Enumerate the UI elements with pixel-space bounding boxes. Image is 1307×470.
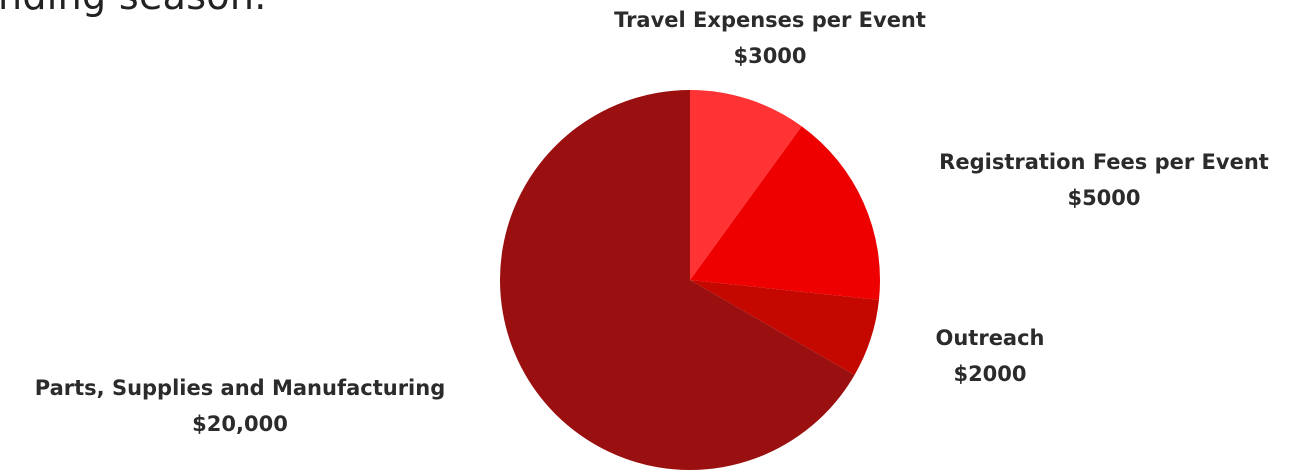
pie-slice-3 — [500, 90, 855, 470]
pie-slice-2 — [690, 280, 879, 375]
slice-value: $5000 — [1067, 186, 1141, 210]
label-outreach: Outreach $2000 — [935, 320, 1044, 392]
slice-value: $3000 — [733, 44, 807, 68]
pie-slice-0 — [690, 90, 802, 280]
intro-text-fragment: nding season. — [0, 0, 267, 18]
slice-label: Parts, Supplies and Manufacturing — [34, 376, 446, 400]
label-travel-expenses: Travel Expenses per Event $3000 — [614, 2, 926, 74]
slice-label: Registration Fees per Event — [939, 150, 1269, 174]
label-parts-supplies: Parts, Supplies and Manufacturing $20,00… — [35, 370, 445, 442]
label-registration-fees: Registration Fees per Event $5000 — [939, 144, 1269, 216]
slice-label: Outreach — [935, 326, 1045, 350]
slice-value: $2000 — [953, 362, 1027, 386]
pie-slice-1 — [690, 126, 881, 300]
slice-value: $20,000 — [192, 412, 288, 436]
slice-label: Travel Expenses per Event — [614, 8, 926, 32]
